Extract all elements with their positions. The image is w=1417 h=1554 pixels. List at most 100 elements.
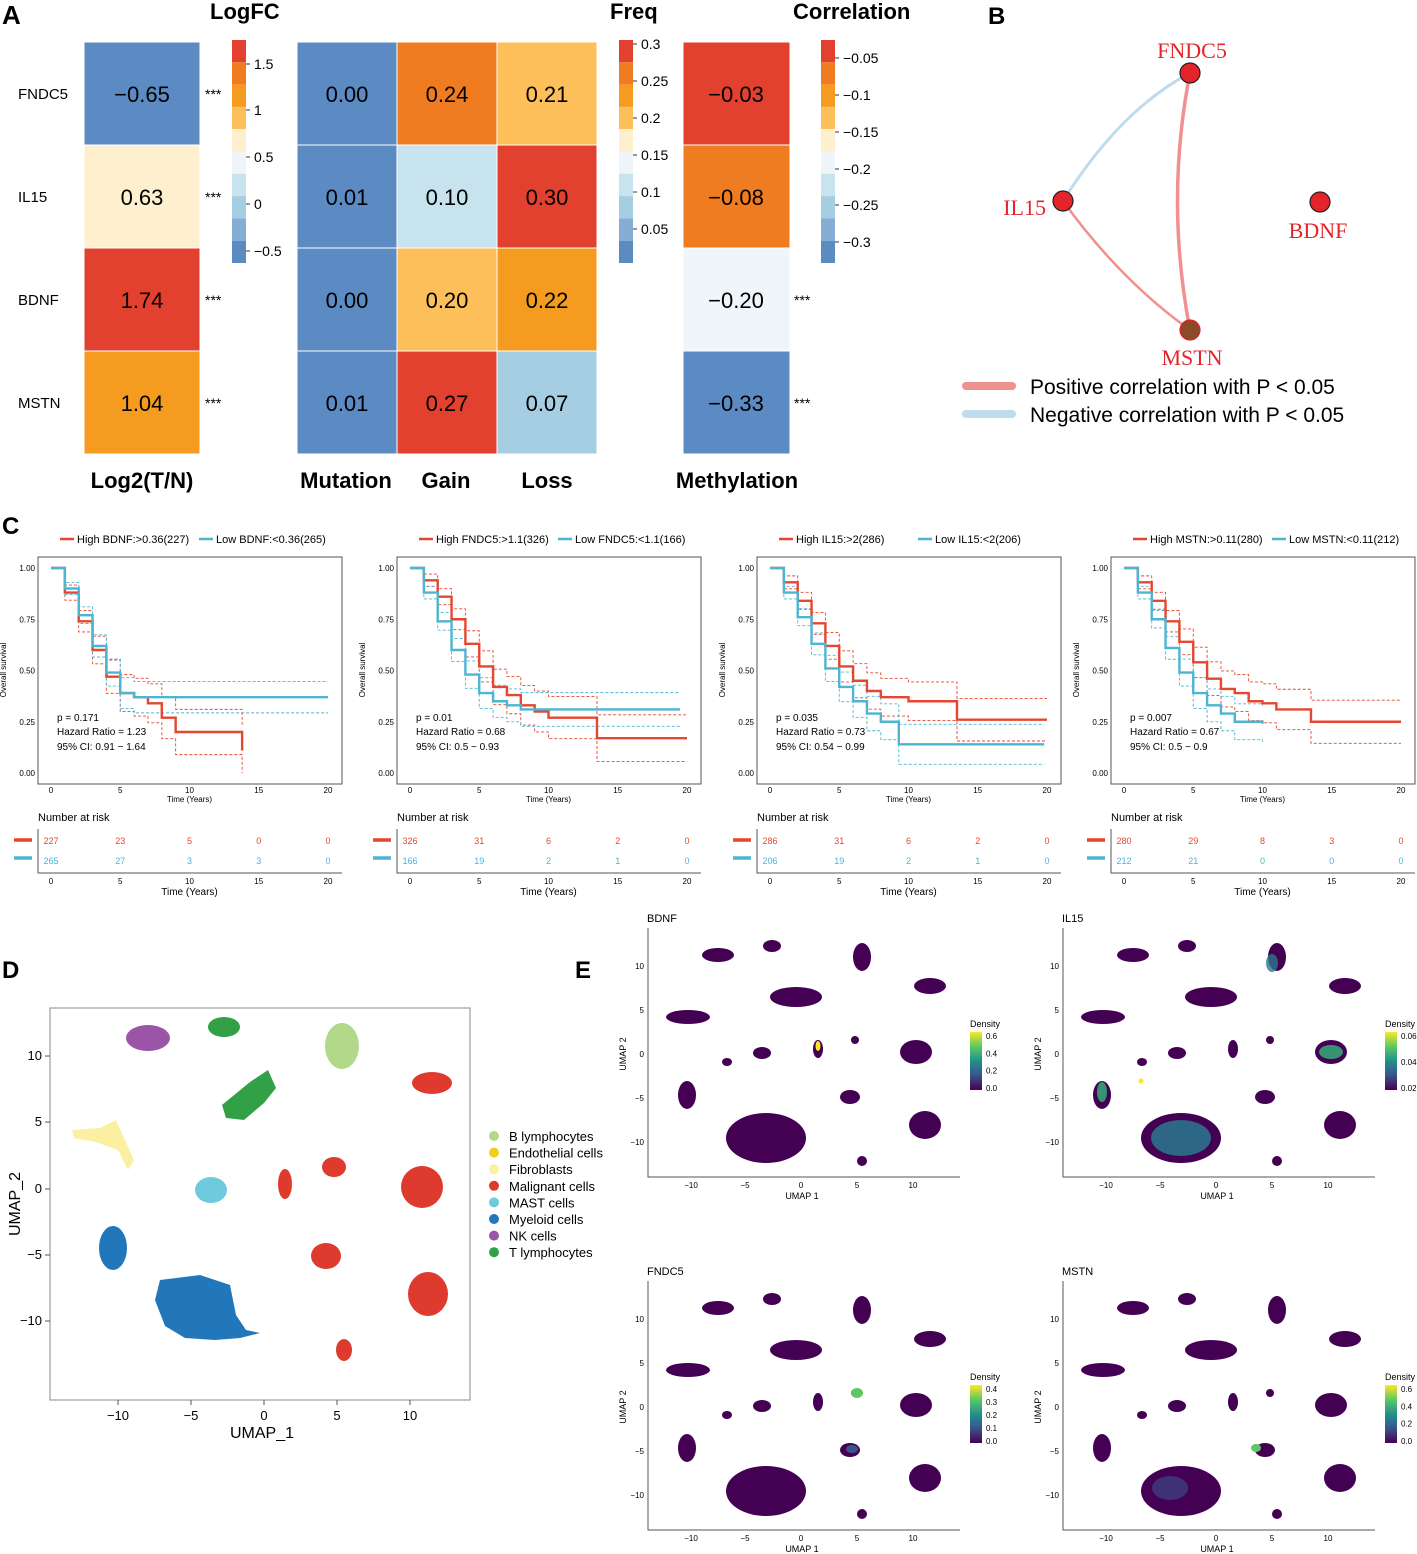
density-plot-il15: IL15 −10 −5 0 5 10 UMAP 1 10 5 0 −5 −10 UMAP 2 Densit… — [1033, 913, 1417, 1201]
legend-label: MAST cells — [509, 1195, 575, 1210]
legend-dot — [489, 1164, 499, 1175]
density-tick-label: 0.6 — [1401, 1385, 1413, 1394]
heatmap-cell — [682, 41, 791, 146]
risk-table-title: Number at risk — [38, 812, 110, 824]
km-plot-frame — [756, 556, 1062, 785]
colorbar-segment — [821, 62, 835, 85]
umap-cluster — [1266, 1036, 1274, 1044]
risk-count-high: 6 — [546, 836, 551, 846]
x-tick-label: 10 — [185, 786, 194, 795]
legend-high-label: High IL15:>2(286) — [796, 534, 884, 546]
heatmap-cell-value: 1.04 — [121, 391, 164, 416]
heatmap-cell-value: 0.01 — [326, 391, 369, 416]
umap-cluster — [1178, 1293, 1196, 1305]
freq-heatmap: 0.00 0.24 0.21 0.01 0.10 0.30 0.00 0.20 0.22 0.01… — [296, 41, 598, 455]
heatmap-cell — [83, 41, 201, 146]
density-legend-title: Density — [970, 1019, 1001, 1029]
y-tick-label: −10 — [1045, 1491, 1059, 1500]
km-plot-fndc5: High FNDC5:>1.1(326) Low FNDC5:<1.1(166) 0… — [358, 534, 702, 898]
x-tick-label: 15 — [613, 786, 622, 795]
legend-low-label: Low IL15:<2(206) — [935, 534, 1021, 546]
risk-count-high: 227 — [43, 836, 58, 846]
umap-cluster — [1315, 1393, 1347, 1417]
legend-low-label: Low MSTN:<0.11(212) — [1289, 534, 1399, 546]
colorbar-segment — [821, 40, 835, 63]
umap-cluster — [722, 1058, 732, 1066]
x-tick-label: 0 — [260, 1408, 267, 1423]
x-tick-label: −10 — [684, 1181, 698, 1190]
panel-d-label: D — [2, 957, 19, 984]
y-tick-label: 0 — [1055, 1050, 1060, 1059]
heatmap-cell — [396, 350, 498, 455]
density-colorbar — [970, 1385, 982, 1443]
heatmap-cell-value: 0.27 — [426, 391, 469, 416]
panel-a: A LogFC Freq Correlation FNDC5 IL15 BDNF… — [2, 0, 910, 493]
risk-x-tick-label: 15 — [613, 877, 622, 886]
y-axis-label: Overall survival — [1072, 642, 1081, 697]
confidence-interval: 95% CI: 0.5 − 0.93 — [416, 742, 500, 753]
survival-curve-high — [1124, 566, 1401, 723]
colorbar-segment — [821, 218, 835, 241]
density-plots: BDNF −10 −5 0 5 10 UMAP 1 10 5 0 −5 −10 UMAP 2 Densit… — [618, 913, 1417, 1554]
legend-dot — [489, 1230, 499, 1241]
heatmap-cell — [496, 247, 598, 352]
x-axis-label: UMAP 1 — [785, 1544, 818, 1554]
x-tick-label: 5 — [477, 786, 482, 795]
heatmap-cell — [682, 350, 791, 455]
colorbar-tick-label: 0 — [254, 196, 262, 212]
gene-label: FNDC5 — [18, 86, 68, 103]
y-tick-label: −5 — [27, 1247, 42, 1262]
umap-cluster — [666, 1363, 710, 1377]
colorbar-segment — [821, 84, 835, 107]
x-tick-label: 20 — [1397, 786, 1406, 795]
ci-band-low-upper — [770, 567, 1045, 725]
umap-cluster — [1329, 1331, 1361, 1347]
legend-label: B lymphocytes — [509, 1129, 594, 1144]
x-tick-label: 5 — [1191, 786, 1196, 795]
colorbar-tick-label: −0.5 — [254, 243, 282, 259]
colorbar-segment — [232, 40, 246, 63]
y-tick-label: 0.75 — [738, 615, 754, 624]
colorbar-segment — [619, 173, 633, 197]
umap-cluster — [726, 1466, 806, 1516]
x-tick-label: 10 — [1258, 786, 1267, 795]
risk-count-low: 212 — [1116, 856, 1131, 866]
risk-x-tick-label: 10 — [904, 877, 913, 886]
y-tick-label: 10 — [1050, 1315, 1059, 1324]
p-value: p = 0.007 — [1130, 713, 1172, 724]
risk-x-tick-label: 5 — [477, 877, 482, 886]
colorbar-segment — [821, 196, 835, 219]
heatmap-cell-value: −0.33 — [708, 391, 764, 416]
panel-b-label: B — [988, 3, 1005, 30]
risk-x-tick-label: 10 — [544, 877, 553, 886]
umap-cluster — [1081, 1363, 1125, 1377]
colorbar-tick-label: −0.25 — [843, 197, 879, 213]
density-tick-label: 0.04 — [1401, 1058, 1417, 1067]
x-tick-label: 15 — [973, 786, 982, 795]
heatmap-cell-value: 0.00 — [326, 288, 369, 313]
umap-cluster — [1093, 1434, 1111, 1462]
umap-cluster — [1178, 940, 1196, 952]
y-tick-label: 5 — [35, 1114, 42, 1129]
density-tick-label: 0.2 — [986, 1067, 998, 1076]
heatmap-cell — [496, 350, 598, 455]
umap-cluster — [813, 1393, 823, 1411]
y-tick-label: 1.00 — [738, 564, 754, 573]
risk-count-low: 0 — [684, 856, 689, 866]
heatmap-cell — [83, 350, 201, 455]
km-plot-frame — [1110, 556, 1416, 785]
umap-cluster — [1137, 1058, 1147, 1066]
x-tick-label: 5 — [1270, 1534, 1275, 1543]
risk-table-title: Number at risk — [397, 812, 469, 824]
confidence-interval: 95% CI: 0.91 − 1.64 — [57, 742, 146, 753]
risk-count-low: 3 — [187, 856, 192, 866]
y-axis-label: UMAP 2 — [1033, 1037, 1043, 1070]
x-tick-label: 5 — [837, 786, 842, 795]
legend-high-label: High MSTN:>0.11(280) — [1150, 534, 1263, 546]
cluster-malignant-5 — [311, 1243, 341, 1269]
colorbar-segment — [232, 106, 246, 130]
heatmap-cell — [296, 350, 398, 455]
colorbar-segment — [232, 129, 246, 152]
y-tick-label: 0 — [1055, 1403, 1060, 1412]
y-tick-label: 0.00 — [19, 769, 35, 778]
